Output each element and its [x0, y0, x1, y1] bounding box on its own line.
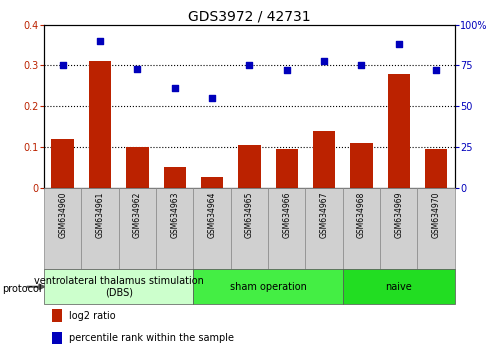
Bar	[126, 147, 148, 188]
Point	[133, 66, 141, 72]
Bar	[387, 74, 409, 188]
Text: naive: naive	[385, 282, 411, 292]
Text: GSM634963: GSM634963	[170, 192, 179, 238]
Text: ventrolateral thalamus stimulation
(DBS): ventrolateral thalamus stimulation (DBS)	[34, 276, 203, 298]
Bar	[424, 149, 447, 188]
Bar	[349, 143, 372, 188]
Bar	[305, 188, 342, 269]
Bar	[52, 309, 62, 322]
Bar	[193, 269, 342, 304]
Text: GSM634964: GSM634964	[207, 192, 216, 238]
Bar	[417, 188, 454, 269]
Bar	[230, 188, 267, 269]
Bar	[52, 332, 62, 344]
Point	[431, 68, 439, 73]
Title: GDS3972 / 42731: GDS3972 / 42731	[188, 10, 310, 24]
Point	[96, 38, 104, 44]
Point	[170, 85, 178, 91]
Text: GSM634961: GSM634961	[95, 192, 104, 238]
Bar	[163, 167, 185, 188]
Bar	[119, 188, 156, 269]
Bar	[342, 188, 379, 269]
Text: percentile rank within the sample: percentile rank within the sample	[68, 333, 233, 343]
Text: GSM634966: GSM634966	[282, 192, 291, 238]
Bar	[238, 145, 260, 188]
Point	[282, 68, 290, 73]
Bar	[201, 177, 223, 188]
Bar	[81, 188, 119, 269]
Point	[320, 58, 327, 63]
Bar	[44, 188, 81, 269]
Point	[59, 63, 66, 68]
Bar	[275, 149, 297, 188]
Bar	[51, 139, 74, 188]
Bar	[156, 188, 193, 269]
Text: GSM634967: GSM634967	[319, 192, 328, 238]
Text: GSM634968: GSM634968	[356, 192, 365, 238]
Bar	[44, 269, 193, 304]
Bar	[193, 188, 230, 269]
Point	[394, 41, 402, 47]
Text: sham operation: sham operation	[229, 282, 306, 292]
Text: GSM634970: GSM634970	[431, 192, 440, 238]
Text: GSM634965: GSM634965	[244, 192, 253, 238]
Point	[357, 63, 365, 68]
Text: log2 ratio: log2 ratio	[68, 311, 115, 321]
Text: GSM634962: GSM634962	[133, 192, 142, 238]
Bar	[342, 269, 454, 304]
Text: GSM634969: GSM634969	[393, 192, 403, 238]
Bar	[312, 131, 335, 188]
Bar	[379, 188, 417, 269]
Text: GSM634960: GSM634960	[58, 192, 67, 238]
Text: protocol: protocol	[2, 284, 42, 293]
Bar	[267, 188, 305, 269]
Point	[245, 63, 253, 68]
Bar	[89, 62, 111, 188]
Point	[208, 95, 216, 101]
